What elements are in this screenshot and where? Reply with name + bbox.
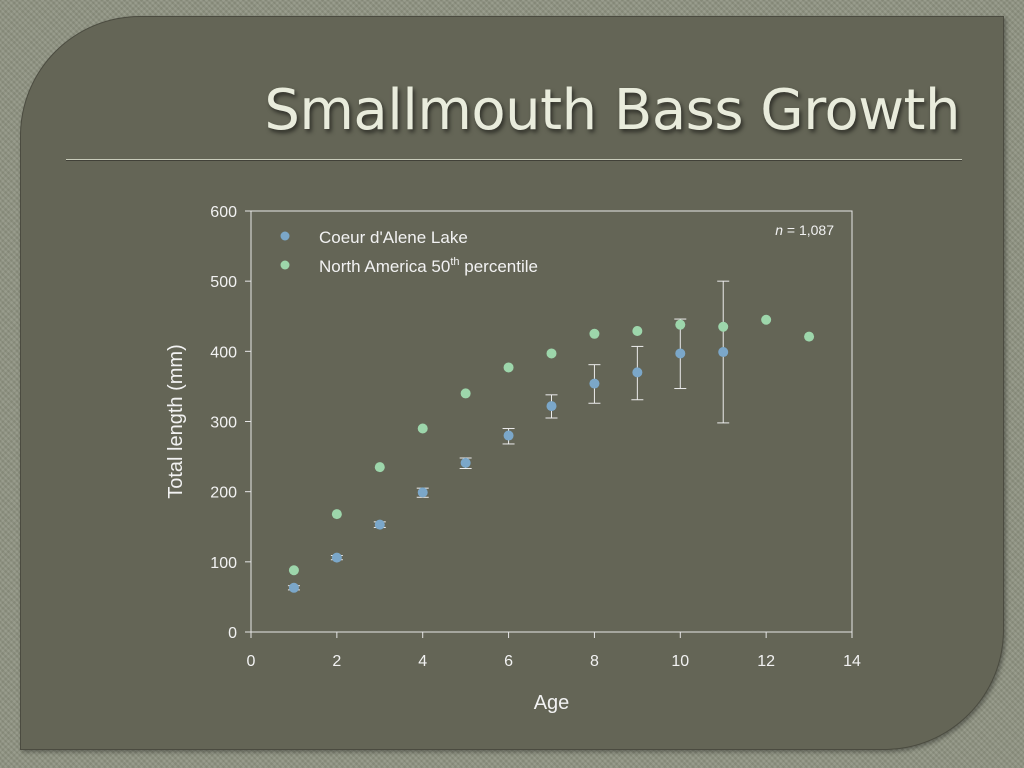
point-coeur-dalene — [718, 347, 729, 358]
x-tick-label: 12 — [757, 653, 775, 670]
legend-label-north-america-suffix: percentile — [460, 257, 538, 276]
point-coeur-dalene — [503, 430, 514, 441]
sample-size-n: n — [775, 222, 783, 238]
legend-marker-coeur-dalene — [280, 231, 290, 241]
point-coeur-dalene — [546, 401, 557, 412]
legend: Coeur d'Alene Lake North America 50th pe… — [280, 228, 538, 276]
y-tick-label: 100 — [210, 555, 237, 572]
y-axis-label: Total length (mm) — [165, 344, 187, 499]
x-tick-label: 8 — [590, 653, 599, 670]
x-tick-label: 2 — [332, 653, 341, 670]
point-north-america — [288, 565, 299, 576]
legend-label-coeur-dalene: Coeur d'Alene Lake — [319, 228, 468, 247]
point-north-america — [589, 328, 600, 339]
x-tick-label: 10 — [671, 653, 689, 670]
point-north-america — [632, 325, 643, 336]
point-north-america — [761, 314, 772, 325]
y-tick-label: 500 — [210, 274, 237, 291]
point-coeur-dalene — [417, 487, 428, 498]
slide-panel — [20, 16, 1004, 750]
point-coeur-dalene — [460, 457, 471, 468]
x-tick-label: 0 — [247, 653, 256, 670]
point-north-america — [503, 362, 514, 373]
point-coeur-dalene — [288, 582, 299, 593]
point-north-america — [460, 388, 471, 399]
x-tick-label: 14 — [843, 653, 861, 670]
x-tick-label: 6 — [504, 653, 513, 670]
y-tick-label: 200 — [210, 485, 237, 502]
legend-marker-north-america — [280, 260, 290, 270]
y-tick-label: 400 — [210, 344, 237, 361]
legend-label-north-america-main: North America 50 — [319, 257, 450, 276]
x-tick-label: 4 — [418, 653, 427, 670]
point-north-america — [546, 348, 557, 359]
point-north-america — [374, 462, 385, 473]
plot-area: 0 2 4 6 8 10 12 14 0 100 200 300 400 500 600 — [210, 204, 861, 670]
y-axis: 0 100 200 300 400 500 600 — [210, 204, 251, 642]
sample-size-value: = 1,087 — [783, 222, 834, 238]
y-tick-label: 600 — [210, 204, 237, 221]
y-tick-label: 300 — [210, 415, 237, 432]
point-north-america — [331, 509, 342, 520]
point-coeur-dalene — [589, 378, 600, 389]
point-north-america — [804, 331, 815, 342]
sample-size-annotation: n = 1,087 — [775, 222, 834, 238]
point-coeur-dalene — [331, 552, 342, 563]
point-coeur-dalene — [632, 367, 643, 378]
x-axis-label: Age — [534, 692, 570, 714]
data-points — [288, 314, 815, 593]
legend-label-north-america: North America 50th percentile — [319, 256, 538, 276]
slide-title: Smallmouth Bass Growth — [264, 78, 960, 143]
legend-label-north-america-sup: th — [450, 256, 459, 268]
point-coeur-dalene — [374, 519, 385, 530]
title-divider — [66, 159, 962, 161]
point-coeur-dalene — [675, 348, 686, 359]
y-tick-label: 0 — [228, 625, 237, 642]
point-north-america — [417, 423, 428, 434]
point-north-america — [718, 321, 729, 332]
point-north-america — [675, 319, 686, 330]
x-axis: 0 2 4 6 8 10 12 14 — [247, 632, 861, 670]
